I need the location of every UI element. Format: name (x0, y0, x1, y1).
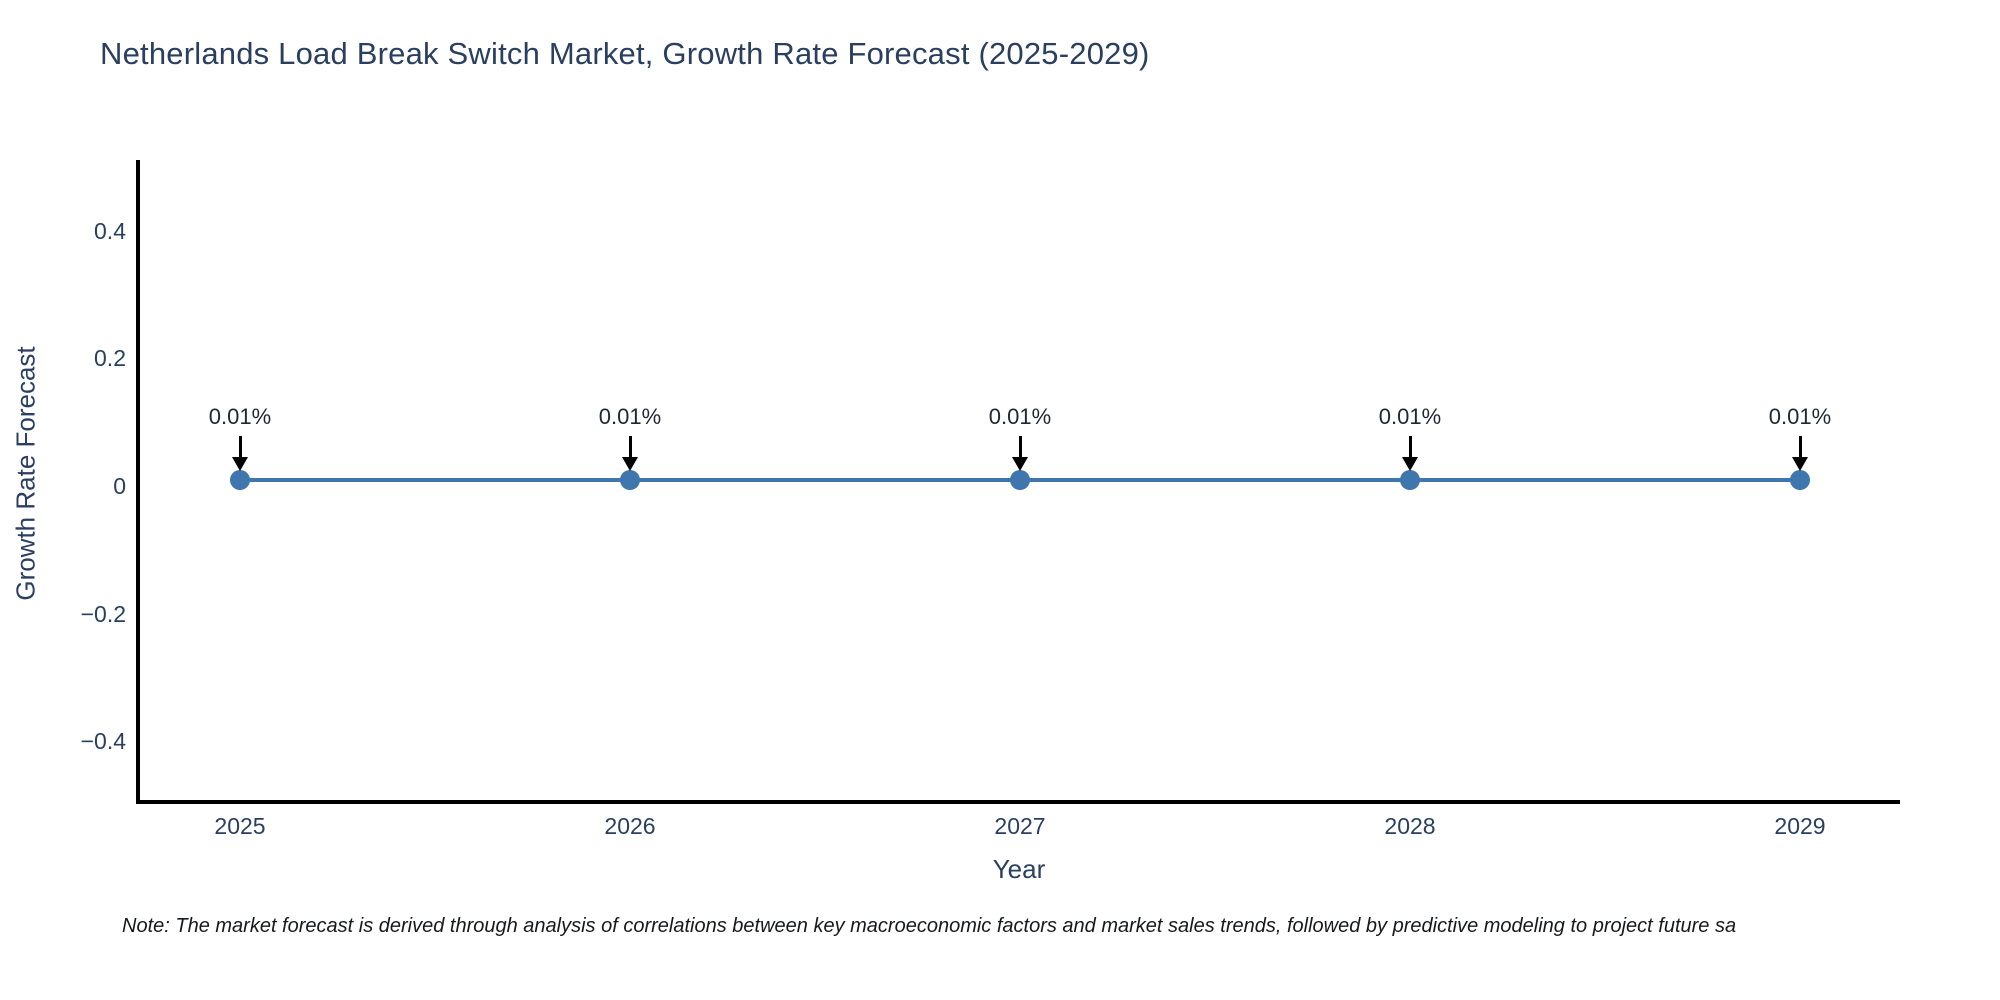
footnote: Note: The market forecast is derived thr… (122, 915, 1737, 937)
y-axis-line (136, 160, 140, 804)
x-axis-line (136, 800, 1900, 804)
data-point-marker (1790, 469, 1810, 490)
annotation-arrowhead (622, 456, 638, 471)
point-annotation: 0.01% (598, 403, 662, 429)
point-annotation: 0.01% (1378, 403, 1442, 429)
point-annotation: 0.01% (988, 403, 1052, 429)
data-point-marker (1010, 469, 1030, 490)
data-point-marker (1400, 469, 1420, 490)
data-point-marker (230, 469, 250, 490)
annotation-arrowhead (232, 456, 248, 471)
y-tick-label: −0.4 (80, 728, 126, 755)
annotation-arrow-stem (1798, 435, 1802, 462)
x-tick-label: 2027 (994, 813, 1046, 839)
annotation-arrowhead (1402, 456, 1418, 471)
y-tick-label: 0.2 (94, 345, 126, 372)
annotation-arrow-stem (1408, 435, 1412, 462)
chart-title: Netherlands Load Break Switch Market, Gr… (100, 36, 1150, 71)
annotation-arrowhead (1012, 456, 1028, 471)
y-axis-title: Growth Rate Forecast (10, 346, 41, 601)
x-tick-label: 2028 (1384, 813, 1436, 839)
x-tick-label: 2026 (604, 813, 656, 839)
annotation-arrow-stem (628, 435, 632, 462)
annotation-arrow-stem (238, 435, 242, 462)
point-annotation: 0.01% (208, 403, 272, 429)
point-annotation: 0.01% (1768, 403, 1832, 429)
y-tick-label: −0.2 (80, 600, 126, 627)
y-tick-label: 0.4 (94, 217, 126, 244)
annotation-arrowhead (1792, 456, 1808, 471)
x-tick-label: 2029 (1774, 813, 1826, 839)
annotation-arrow-stem (1018, 435, 1022, 462)
y-tick-label: 0 (113, 473, 126, 499)
data-point-marker (620, 469, 640, 490)
x-axis-title: Year (992, 854, 1046, 884)
x-tick-label: 2025 (214, 813, 266, 839)
